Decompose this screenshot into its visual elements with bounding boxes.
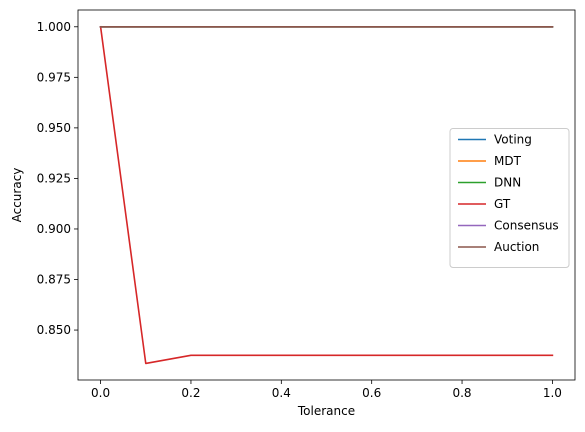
x-axis-label: Tolerance [297, 404, 355, 418]
legend: Voting MDT DNN GT Consensus Auction [449, 128, 570, 268]
y-tick-label: 0.950 [37, 121, 71, 135]
legend-label-dnn: DNN [494, 176, 521, 190]
series-layer [99, 25, 554, 365]
y-tick-label: 1.000 [37, 20, 71, 34]
x-axis: 0.0 0.2 0.4 0.6 0.8 1.0 [91, 380, 562, 400]
y-tick-label: 0.875 [37, 273, 71, 287]
legend-label-gt: GT [494, 197, 511, 211]
legend-label-mdt: MDT [494, 154, 522, 168]
x-tick-label: 0.4 [272, 386, 291, 400]
x-tick-label: 0.8 [452, 386, 471, 400]
x-tick-label: 0.0 [91, 386, 110, 400]
y-tick-label: 0.975 [37, 70, 71, 84]
y-tick-label: 0.925 [37, 171, 71, 185]
legend-label-auction: Auction [494, 240, 539, 254]
legend-label-voting: Voting [494, 133, 532, 147]
x-tick-label: 1.0 [543, 386, 562, 400]
plot-frame [77, 9, 576, 381]
x-tick-label: 0.2 [181, 386, 200, 400]
y-axis: 0.850 0.875 0.900 0.925 0.950 0.975 1.000 [37, 20, 78, 337]
legend-box [449, 128, 570, 268]
series-line-gt [99, 25, 554, 365]
legend-label-consensus: Consensus [494, 219, 559, 233]
y-tick-label: 0.850 [37, 323, 71, 337]
x-tick-label: 0.6 [362, 386, 381, 400]
y-tick-label: 0.900 [37, 222, 71, 236]
y-axis-label: Accuracy [10, 168, 24, 223]
